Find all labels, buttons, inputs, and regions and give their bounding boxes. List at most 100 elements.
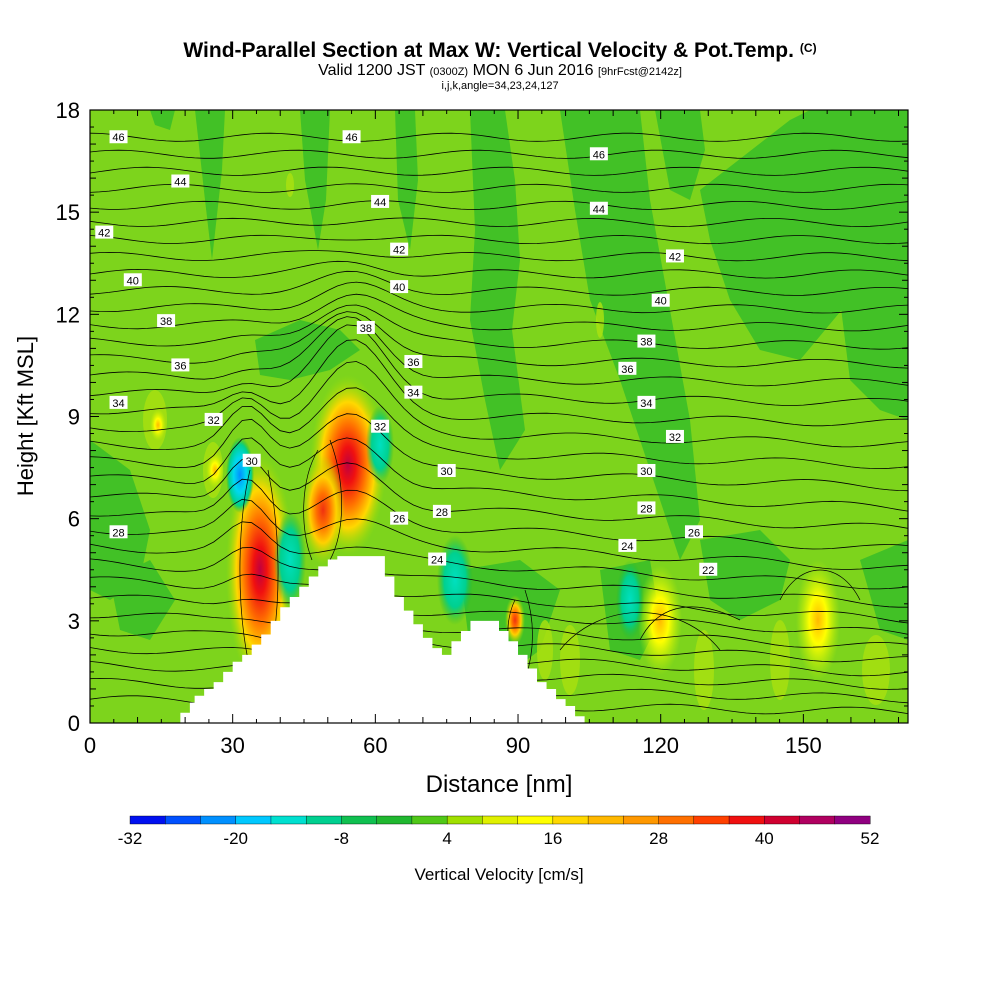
- colorbar-tick-label: 52: [861, 829, 880, 848]
- theta-label: 42: [665, 249, 684, 263]
- y-tick-label: 12: [56, 302, 80, 327]
- x-tick-label: 120: [642, 733, 679, 758]
- terrain: [175, 556, 585, 723]
- theta-label: 40: [651, 293, 670, 308]
- theta-label: 36: [171, 358, 190, 372]
- theta-contour: [90, 250, 908, 262]
- svg-text:44: 44: [593, 204, 605, 216]
- y-tick-label: 0: [68, 711, 80, 736]
- colorbar-swatch: [693, 815, 730, 825]
- colorbar-swatch: [200, 815, 237, 825]
- theta-label: 44: [171, 174, 190, 189]
- colorbar-swatch: [834, 815, 871, 825]
- theta-contour: [90, 217, 908, 228]
- theta-contour: [90, 339, 908, 427]
- theta-contour: [90, 166, 908, 176]
- theta-contour: [90, 281, 908, 314]
- theta-label: 46: [342, 130, 361, 144]
- theta-label: 30: [437, 463, 456, 478]
- theta-contour: [90, 200, 908, 210]
- svg-text:38: 38: [640, 337, 652, 349]
- colorbar-swatch: [305, 815, 342, 825]
- theta-contour: [90, 546, 908, 608]
- theta-label: 32: [204, 412, 223, 427]
- svg-text:24: 24: [621, 541, 633, 553]
- svg-text:24: 24: [431, 555, 443, 567]
- theta-contour: [90, 304, 908, 350]
- theta-label: 36: [618, 361, 637, 376]
- colorbar-swatch: [552, 815, 589, 825]
- theta-label: 44: [371, 194, 390, 209]
- theta-label: 34: [637, 395, 656, 410]
- theta-label: 32: [371, 419, 390, 434]
- theta-label: 28: [637, 501, 656, 515]
- svg-text:26: 26: [393, 514, 405, 526]
- theta-contour: [90, 498, 908, 570]
- theta-contour: [90, 234, 908, 245]
- colorbar-swatch: [517, 815, 554, 825]
- svg-text:36: 36: [407, 357, 419, 369]
- svg-text:38: 38: [360, 323, 372, 335]
- colorbar-swatch: [411, 815, 448, 825]
- colorbar-swatch: [728, 815, 765, 825]
- x-tick-label: 150: [785, 733, 822, 758]
- colorbar-swatch: [270, 815, 307, 825]
- svg-text:30: 30: [246, 456, 258, 468]
- theta-label: 30: [637, 463, 656, 478]
- theta-contour: [90, 149, 908, 159]
- x-tick-label: 0: [84, 733, 96, 758]
- theta-contour: [90, 324, 908, 406]
- svg-text:42: 42: [669, 251, 681, 263]
- svg-text:44: 44: [174, 177, 186, 189]
- light-bands: [143, 173, 890, 710]
- y-tick-label: 6: [68, 507, 80, 532]
- colorbar-swatch: [235, 815, 272, 825]
- theta-contour: [90, 132, 908, 142]
- x-axis-label: Distance [nm]: [426, 771, 573, 798]
- colorbar-swatch: [587, 815, 624, 825]
- svg-text:26: 26: [688, 527, 700, 539]
- theta-label: 36: [404, 355, 423, 369]
- colorbar: -32 -20 -8 4 16 28 40 52: [118, 815, 880, 848]
- svg-text:30: 30: [441, 466, 453, 478]
- svg-text:22: 22: [702, 565, 714, 577]
- colorbar-tick-label: -32: [118, 829, 143, 848]
- theta-label: 38: [157, 314, 176, 328]
- theta-label: 46: [589, 147, 608, 161]
- y-tick-label: 18: [56, 98, 80, 123]
- svg-text:30: 30: [640, 466, 652, 478]
- theta-label: 40: [123, 273, 142, 287]
- theta-contour: [90, 270, 908, 296]
- theta-label: 46: [109, 130, 128, 144]
- svg-text:46: 46: [593, 149, 605, 161]
- svg-text:34: 34: [640, 398, 652, 410]
- chart-indices: i,j,k,angle=34,23,24,127: [441, 80, 559, 92]
- theta-label: 26: [684, 525, 703, 539]
- svg-text:28: 28: [436, 507, 448, 519]
- colorbar-tick-label: 16: [543, 829, 562, 848]
- svg-text:36: 36: [174, 360, 186, 372]
- theta-contour: [90, 594, 908, 635]
- theta-label: 34: [109, 395, 128, 410]
- x-tick-label: 90: [506, 733, 530, 758]
- velocity-contours: [239, 439, 861, 681]
- theta-contour: [90, 361, 908, 448]
- theta-contour: [90, 183, 908, 193]
- theta-contour: [90, 478, 908, 550]
- plot-area: 46 44 42 40 38 36 34 32 30 28 46 44 42 40 38 36 34 32 30 28…: [90, 110, 908, 723]
- theta-contour: [90, 316, 908, 387]
- svg-text:46: 46: [112, 132, 124, 144]
- svg-text:40: 40: [127, 275, 139, 287]
- theta-contour: [90, 437, 908, 512]
- svg-text:34: 34: [407, 388, 419, 400]
- svg-text:28: 28: [112, 527, 124, 539]
- theta-label: 34: [404, 385, 423, 400]
- y-tick-label: 9: [68, 405, 80, 430]
- potential-temperature-contours: [90, 132, 908, 715]
- theta-label: 24: [428, 552, 447, 567]
- theta-contour: [90, 293, 908, 332]
- svg-text:32: 32: [374, 422, 386, 434]
- colorbar-tick-label: 4: [442, 829, 451, 848]
